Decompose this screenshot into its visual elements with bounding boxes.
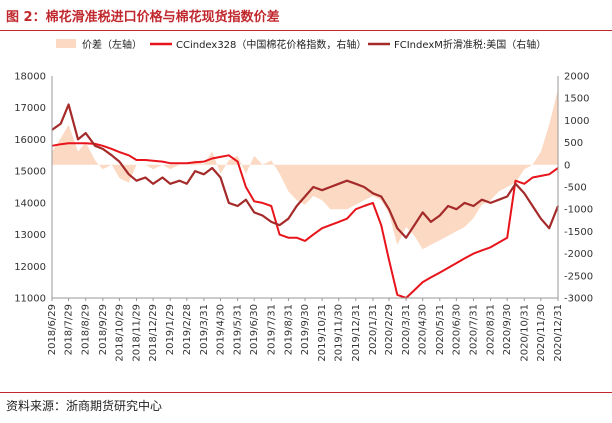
series-line-1 bbox=[51, 142, 559, 299]
right-tick-label: -1500 bbox=[564, 227, 593, 238]
x-tick-label: 2019/12/31 bbox=[351, 304, 362, 362]
right-tick-label: 500 bbox=[564, 138, 583, 149]
x-tick-label: 2020/2/29 bbox=[384, 304, 395, 355]
x-tick-label: 2020/5/31 bbox=[435, 304, 446, 355]
series-line-2 bbox=[51, 103, 560, 239]
footer-rule bbox=[0, 392, 612, 393]
left-tick-label: 14000 bbox=[14, 198, 46, 209]
legend-swatch-spread bbox=[56, 39, 76, 48]
legend-label-1: CCindex328（中国棉花价格指数，右轴） bbox=[176, 38, 366, 51]
x-tick-label: 2020/3/31 bbox=[401, 304, 412, 355]
price-lines-layer bbox=[51, 103, 560, 299]
x-tick-label: 2019/9/30 bbox=[300, 304, 311, 355]
x-tick-label: 2020/10/31 bbox=[519, 304, 530, 362]
right-tick-label: 0 bbox=[564, 160, 570, 171]
x-tick-label: 2018/12/29 bbox=[148, 304, 159, 362]
left-tick-label: 16000 bbox=[14, 135, 46, 146]
x-tick-label: 2018/7/29 bbox=[64, 304, 75, 355]
x-tick-label: 2019/3/31 bbox=[199, 304, 210, 355]
source-note: 资料来源：浙商期货研究中心 bbox=[6, 399, 163, 413]
x-tick-label: 2019/8/31 bbox=[283, 304, 294, 355]
left-tick-label: 12000 bbox=[14, 262, 46, 273]
x-tick-label: 2018/11/29 bbox=[132, 304, 143, 362]
right-tick-label: -2500 bbox=[564, 271, 593, 282]
left-tick-label: 11000 bbox=[14, 294, 46, 305]
x-tick-label: 2019/2/28 bbox=[182, 304, 193, 355]
x-tick-label: 2020/12/31 bbox=[553, 304, 564, 362]
legend-label-2: FCIndexM折滑准税:美国（右轴） bbox=[394, 38, 546, 51]
x-tick-label: 2018/6/29 bbox=[47, 304, 58, 355]
axes: 1100012000130001400015000160001700018000… bbox=[14, 72, 593, 362]
right-tick-label: 1500 bbox=[564, 94, 589, 105]
chart: 价差（左轴） CCindex328（中国棉花价格指数，右轴） FCIndexM折滑准… bbox=[14, 38, 593, 362]
x-tick-label: 2020/11/30 bbox=[536, 304, 547, 362]
x-tick-label: 2020/1/31 bbox=[368, 304, 379, 355]
left-tick-label: 17000 bbox=[14, 103, 46, 114]
figure-title: 图 2：棉花滑准税进口价格与棉花现货指数价差 bbox=[6, 10, 280, 25]
x-tick-label: 2019/11/30 bbox=[334, 304, 345, 362]
right-tick-label: -500 bbox=[564, 183, 587, 194]
x-tick-label: 2018/8/29 bbox=[81, 304, 92, 355]
right-tick-label: 2000 bbox=[564, 72, 589, 83]
x-tick-label: 2020/9/30 bbox=[502, 304, 513, 355]
left-tick-label: 18000 bbox=[14, 72, 46, 83]
right-tick-label: -2000 bbox=[564, 249, 593, 260]
x-tick-label: 2019/1/29 bbox=[165, 304, 176, 355]
right-tick-label: -3000 bbox=[564, 294, 593, 305]
left-tick-label: 13000 bbox=[14, 230, 46, 241]
x-tick-label: 2019/6/30 bbox=[249, 304, 260, 355]
x-tick-label: 2020/8/31 bbox=[486, 304, 497, 355]
left-tick-label: 15000 bbox=[14, 167, 46, 178]
title-rule bbox=[0, 30, 612, 31]
x-tick-label: 2019/4/30 bbox=[216, 304, 227, 355]
x-tick-label: 2019/10/31 bbox=[317, 304, 328, 362]
legend: 价差（左轴） CCindex328（中国棉花价格指数，右轴） FCIndexM折滑准… bbox=[56, 38, 546, 51]
x-tick-label: 2019/7/31 bbox=[266, 304, 277, 355]
series-area-spread bbox=[52, 89, 558, 250]
x-tick-label: 2018/9/29 bbox=[98, 304, 109, 355]
x-tick-label: 2019/5/31 bbox=[233, 304, 244, 355]
right-tick-label: 1000 bbox=[564, 116, 589, 127]
x-tick-label: 2020/7/31 bbox=[469, 304, 480, 355]
right-tick-label: -1000 bbox=[564, 205, 593, 216]
legend-label-0: 价差（左轴） bbox=[82, 38, 142, 51]
x-tick-label: 2020/4/30 bbox=[418, 304, 429, 355]
spread-area-layer bbox=[52, 89, 558, 250]
x-tick-label: 2020/6/30 bbox=[451, 304, 462, 355]
x-tick-label: 2018/10/29 bbox=[114, 304, 125, 362]
